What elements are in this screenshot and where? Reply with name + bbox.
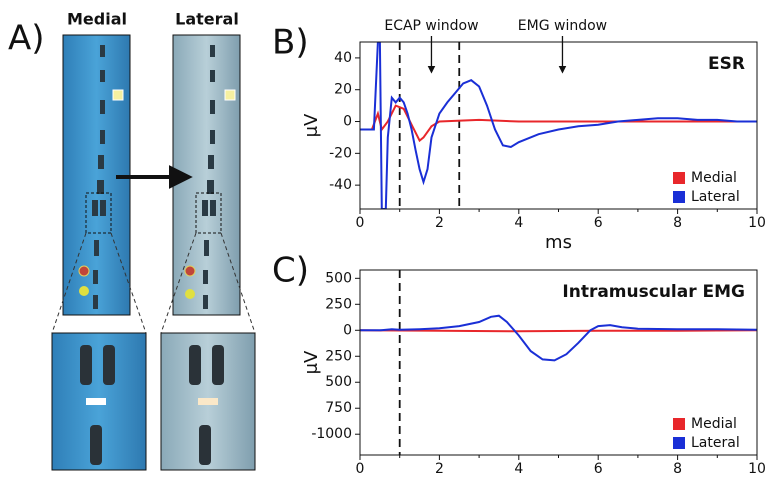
x-tick-label: 10 <box>748 215 766 231</box>
panel-label: B) <box>272 23 309 63</box>
x-tick-label: 2 <box>435 215 444 231</box>
legend-label: Medial <box>691 170 737 186</box>
y-tick-label: -40 <box>329 177 352 193</box>
panel-label: A) <box>8 19 45 59</box>
marker-dot <box>185 289 195 299</box>
y-tick-label: 500 <box>325 374 352 390</box>
chart-title: ESR <box>708 54 745 74</box>
annotation: EMG window <box>518 18 607 34</box>
marker-dot <box>184 265 196 277</box>
x-tick-label: 0 <box>356 215 365 231</box>
legend-label: Medial <box>691 416 737 432</box>
y-tick-label: 20 <box>334 82 352 98</box>
y-tick-label: -20 <box>329 145 352 161</box>
marker-bar <box>86 398 106 405</box>
series-line <box>360 314 757 362</box>
x-axis-label: ms <box>545 232 572 253</box>
legend-swatch <box>673 418 685 430</box>
x-axis-label: ms <box>545 478 572 483</box>
y-tick-label: 750 <box>325 400 352 416</box>
y-tick-label: 250 <box>325 296 352 312</box>
x-tick-label: 10 <box>748 461 766 477</box>
marker-square <box>112 89 124 101</box>
y-axis-label: μV <box>301 350 322 374</box>
legend-swatch <box>673 172 685 184</box>
zoom-guides <box>51 232 256 334</box>
x-tick-label: 0 <box>356 461 365 477</box>
y-tick-label: 40 <box>334 50 352 66</box>
legend-swatch <box>673 191 685 203</box>
x-tick-label: 8 <box>673 461 682 477</box>
panel-a: A) Medial Lateral <box>8 10 256 471</box>
x-tick-label: 4 <box>514 215 523 231</box>
plot-lines <box>360 42 757 209</box>
x-tick-label: 6 <box>594 215 603 231</box>
marker-bar <box>198 398 218 405</box>
y-tick-label: 0 <box>343 114 352 130</box>
marker-dot <box>78 265 90 277</box>
series-line <box>360 329 757 333</box>
electrodes <box>92 45 216 309</box>
zoom-electrodes <box>80 345 224 465</box>
series-line <box>360 104 757 143</box>
zoom-box <box>85 192 112 234</box>
chart-title: Intramuscular EMG <box>562 282 745 302</box>
plot-lines <box>360 314 757 362</box>
x-tick-label: 8 <box>673 215 682 231</box>
legend-label: Lateral <box>691 435 740 451</box>
series-line <box>360 42 757 209</box>
legend-label: Lateral <box>691 189 740 205</box>
y-tick-label: 0 <box>343 322 352 338</box>
y-tick-label: 250 <box>325 348 352 364</box>
marker-square <box>224 89 236 101</box>
marker-dot <box>79 286 89 296</box>
plot-frame <box>359 269 758 456</box>
y-tick-label: -1000 <box>311 426 352 442</box>
annotation: ECAP window <box>384 18 478 34</box>
panel-label: C) <box>272 251 309 291</box>
legend-swatch <box>673 437 685 449</box>
image-title: Medial <box>67 10 127 29</box>
zoom-box <box>195 192 222 234</box>
y-tick-label: 500 <box>325 270 352 286</box>
x-tick-label: 4 <box>514 461 523 477</box>
x-tick-label: 6 <box>594 461 603 477</box>
image-title: Lateral <box>175 10 239 29</box>
x-tick-label: 2 <box>435 461 444 477</box>
plot-frame <box>359 41 758 210</box>
y-axis-label: μV <box>301 113 322 137</box>
